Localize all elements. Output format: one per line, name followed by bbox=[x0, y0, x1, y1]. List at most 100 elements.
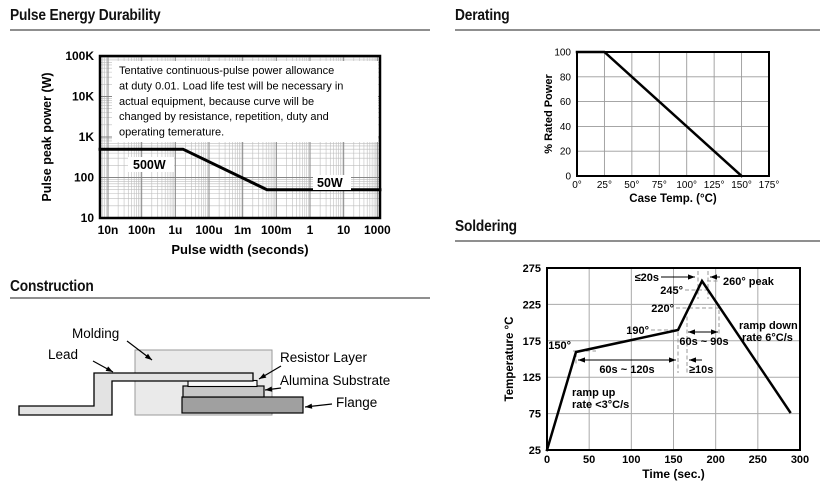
section-title-derating: Derating bbox=[455, 7, 518, 25]
soldering-chart-text: 25 bbox=[529, 445, 541, 457]
soldering-chart-text: 150 bbox=[664, 454, 682, 466]
soldering-chart-text: 190° bbox=[626, 325, 649, 337]
label-bg bbox=[313, 175, 351, 190]
derating-chart-text: 50° bbox=[624, 180, 639, 191]
plot-frame bbox=[546, 267, 801, 451]
soldering-profile-chart: 275 225 175 125 75 250 50 100 150 200 250 300 Time (… bbox=[504, 263, 809, 481]
soldering-chart-text: rate <3°C/s bbox=[572, 399, 629, 411]
soldering-chart-text: Temperature °C bbox=[504, 317, 516, 402]
section-title-soldering-text: Soldering bbox=[455, 218, 517, 235]
arrowhead bbox=[711, 329, 718, 335]
alumina-substrate bbox=[182, 385, 265, 398]
arrowhead bbox=[578, 357, 585, 363]
plot-frame bbox=[98, 54, 382, 220]
soldering-chart-text: 225 bbox=[523, 299, 541, 311]
soldering-chart-text: 125 bbox=[523, 372, 541, 384]
arrowhead bbox=[105, 366, 113, 372]
construction-label: Lead bbox=[48, 347, 78, 362]
soldering-chart-text: 60s ~ 90s bbox=[679, 336, 728, 348]
pulse-chart-text: 500W bbox=[133, 158, 166, 172]
arrowhead bbox=[265, 386, 273, 392]
pulse-chart-text: 100u bbox=[195, 223, 222, 237]
pulse-chart-text: at duty 0.01. Load life test will be nec… bbox=[119, 80, 343, 92]
section-title-construction-text: Construction bbox=[10, 278, 94, 295]
section-rule-pulse bbox=[10, 29, 430, 31]
section-title-construction: Construction bbox=[10, 278, 107, 296]
arrowhead bbox=[259, 373, 267, 379]
pulse-chart-text: actual equipment, because curve will be bbox=[119, 96, 314, 108]
pulse-chart-text: 1u bbox=[168, 223, 182, 237]
pulse-chart-text: Tentative continuous-pulse power allowan… bbox=[119, 65, 334, 77]
derating-chart-text: % Rated Power bbox=[543, 74, 555, 154]
derating-chart-text: 125° bbox=[704, 180, 725, 191]
flange bbox=[181, 396, 304, 414]
soldering-chart-text: 245° bbox=[660, 285, 683, 297]
derating-chart-text: 75° bbox=[652, 180, 667, 191]
section-title-derating-text: Derating bbox=[455, 7, 510, 24]
soldering-chart-text: 60s ~ 120s bbox=[599, 364, 654, 376]
pulse-chart-text: 50W bbox=[317, 176, 343, 190]
derating-chart-text: 0° bbox=[572, 180, 582, 191]
construction-diagram: Molding Lead Resistor Layer Alumina Substra… bbox=[18, 326, 390, 416]
soldering-chart-text: 0 bbox=[544, 454, 550, 466]
pulse-chart-text: 1000 bbox=[364, 223, 391, 237]
pulse-chart-text: 100m bbox=[261, 223, 292, 237]
derating-chart-text: Case Temp. (°C) bbox=[629, 193, 717, 205]
derating-chart-text: 150° bbox=[731, 180, 752, 191]
arrowhead bbox=[688, 329, 695, 335]
construction-label: Alumina Substrate bbox=[280, 373, 390, 388]
construction-label: Flange bbox=[336, 395, 377, 410]
arrowhead bbox=[144, 353, 152, 360]
soldering-chart-text: 300 bbox=[791, 454, 809, 466]
derating-chart-text: 175° bbox=[759, 180, 780, 191]
construction-label: Molding bbox=[72, 326, 119, 341]
arrowhead bbox=[688, 274, 695, 280]
derating-chart-text: 100 bbox=[554, 48, 571, 59]
soldering-chart-text: 100 bbox=[622, 454, 640, 466]
section-rule-construction bbox=[10, 297, 430, 299]
soldering-chart-text: 150° bbox=[548, 340, 571, 352]
soldering-chart-text: 260° peak bbox=[723, 276, 775, 288]
pulse-chart-text: 10K bbox=[72, 90, 94, 104]
pulse-chart-text: 1 bbox=[307, 223, 314, 237]
pulse-chart-text: 100n bbox=[128, 223, 155, 237]
arrowhead bbox=[689, 357, 696, 363]
section-title-pulse-text: Pulse Energy Durability bbox=[10, 7, 161, 24]
pulse-energy-chart: Tentative continuous-pulse power allowan… bbox=[40, 49, 391, 257]
soldering-chart-text: 50 bbox=[583, 454, 595, 466]
section-title-pulse: Pulse Energy Durability bbox=[10, 7, 185, 25]
derating-chart-text: 40 bbox=[560, 122, 572, 133]
pulse-chart-text: 10 bbox=[81, 211, 95, 225]
pulse-chart-text: 10 bbox=[337, 223, 351, 237]
soldering-chart-text: 250 bbox=[749, 454, 767, 466]
section-title-soldering: Soldering bbox=[455, 218, 527, 236]
soldering-chart-text: 220° bbox=[651, 303, 674, 315]
soldering-chart-text: Time (sec.) bbox=[642, 467, 704, 481]
pulse-chart-text: Pulse width (seconds) bbox=[171, 242, 308, 257]
arrowhead bbox=[669, 357, 676, 363]
soldering-temp-curve bbox=[545, 278, 792, 452]
section-rule-soldering bbox=[455, 240, 820, 242]
arrowhead bbox=[710, 274, 717, 280]
soldering-chart-text: 175 bbox=[523, 336, 541, 348]
pulse-chart-text: 10n bbox=[98, 223, 119, 237]
soldering-chart-text: 275 bbox=[523, 263, 541, 275]
soldering-chart-text: ramp up bbox=[572, 387, 616, 399]
derating-chart-text: 25° bbox=[597, 180, 612, 191]
soldering-chart-text: rate 6°C/s bbox=[742, 332, 793, 344]
pulse-chart-text: 100 bbox=[74, 171, 94, 185]
derating-chart-text: 100° bbox=[676, 180, 697, 191]
derating-chart-text: 80 bbox=[560, 72, 572, 83]
soldering-chart-text: 200 bbox=[706, 454, 724, 466]
plot-frame bbox=[576, 51, 770, 177]
note-background bbox=[112, 61, 378, 142]
section-rule-derating bbox=[455, 29, 820, 31]
pulse-chart-text: operating temerature. bbox=[119, 127, 224, 139]
soldering-chart-text: 75 bbox=[529, 409, 541, 421]
soldering-chart-text: ≤20s bbox=[635, 272, 659, 284]
soldering-chart-text: ramp down bbox=[739, 320, 798, 332]
construction-label: Resistor Layer bbox=[280, 350, 368, 365]
pulse-chart-text: 1m bbox=[234, 223, 251, 237]
label-bg bbox=[128, 157, 174, 172]
